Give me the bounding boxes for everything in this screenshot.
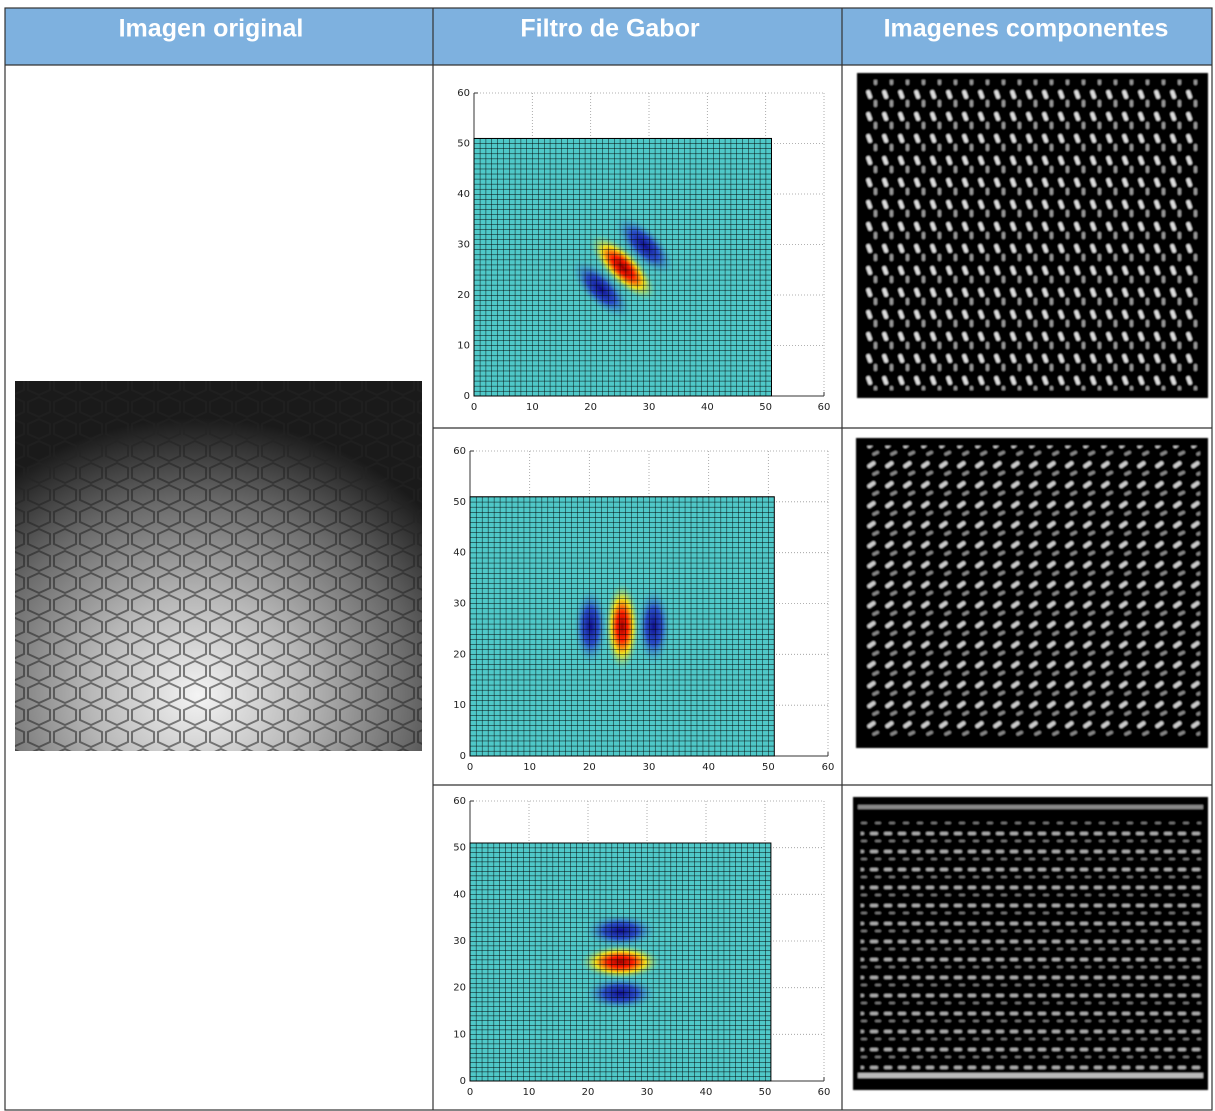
page: Imagen original Filtro de Gabor Imagenes… (0, 0, 1215, 1111)
y-tick-label: 30 (457, 240, 470, 251)
original-image (15, 381, 422, 751)
x-tick-label: 20 (584, 402, 597, 413)
y-tick-label: 10 (453, 700, 466, 711)
x-tick-label: 40 (701, 402, 714, 413)
y-tick-label: 60 (457, 88, 470, 99)
x-tick-label: 50 (759, 402, 772, 413)
x-tick-label: 50 (762, 762, 775, 773)
component-image (856, 438, 1208, 748)
y-tick-label: 10 (457, 341, 470, 352)
y-tick-label: 50 (453, 497, 466, 508)
gabor-plot: 0 10 20 30 40 50 60 0 10 20 30 40 50 60 (453, 796, 830, 1098)
y-tick-label: 30 (453, 936, 466, 947)
x-tick-label: 30 (641, 1087, 654, 1098)
x-tick-label: 0 (467, 762, 473, 773)
x-tick-label: 20 (582, 1087, 595, 1098)
x-tick-label: 60 (822, 762, 835, 773)
y-tick-label: 0 (464, 391, 470, 402)
header-cell: Imagenes componentes (884, 15, 1169, 43)
x-tick-label: 0 (467, 1087, 473, 1098)
x-tick-label: 40 (702, 762, 715, 773)
x-tick-label: 20 (583, 762, 596, 773)
header-cell: Imagen original (119, 15, 304, 43)
y-tick-label: 40 (457, 189, 470, 200)
header-cell: Filtro de Gabor (520, 15, 699, 43)
gabor-plot: 0 10 20 30 40 50 60 0 10 20 30 40 50 60 (457, 88, 830, 413)
x-tick-label: 10 (526, 402, 539, 413)
y-tick-label: 20 (453, 649, 466, 660)
y-tick-label: 0 (460, 751, 466, 762)
x-tick-label: 10 (523, 762, 536, 773)
x-tick-label: 60 (818, 1087, 831, 1098)
x-tick-label: 30 (643, 762, 656, 773)
gabor-plot: 0 10 20 30 40 50 60 0 10 20 30 40 50 60 (453, 446, 834, 773)
component-image (857, 73, 1208, 398)
y-tick-label: 20 (453, 983, 466, 994)
y-tick-label: 40 (453, 548, 466, 559)
x-tick-label: 40 (700, 1087, 713, 1098)
x-tick-label: 50 (759, 1087, 772, 1098)
x-tick-label: 60 (818, 402, 831, 413)
y-tick-label: 20 (457, 290, 470, 301)
x-tick-label: 30 (643, 402, 656, 413)
component-image (853, 797, 1208, 1090)
gabor-surface (470, 497, 774, 756)
gabor-surface (474, 138, 772, 396)
x-tick-label: 10 (523, 1087, 536, 1098)
y-tick-label: 50 (457, 139, 470, 150)
y-tick-label: 10 (453, 1029, 466, 1040)
y-tick-label: 50 (453, 843, 466, 854)
x-tick-label: 0 (471, 402, 477, 413)
y-tick-label: 40 (453, 889, 466, 900)
y-tick-label: 30 (453, 599, 466, 610)
gabor-surface (470, 843, 771, 1081)
y-tick-label: 60 (453, 796, 466, 807)
y-tick-label: 0 (460, 1076, 466, 1087)
y-tick-label: 60 (453, 446, 466, 457)
